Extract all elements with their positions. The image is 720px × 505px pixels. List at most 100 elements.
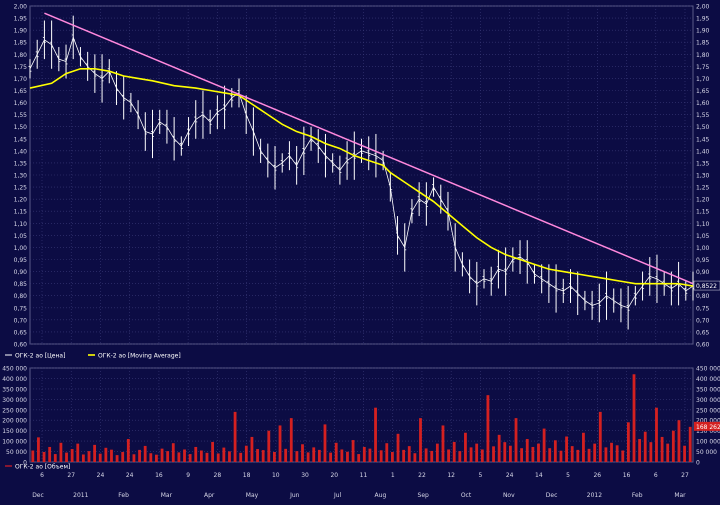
volume-bar — [261, 450, 265, 462]
axis-layer: 2,00 2,00 1,95 1,95 1,90 1,90 1,85 1,85 1,80 1,80… — [2, 4, 720, 499]
price-y-tick-label-left: 1,75 — [14, 64, 28, 71]
volume-bar — [688, 426, 692, 462]
volume-bar — [430, 450, 434, 462]
price-layer — [28, 15, 695, 330]
price-y-tick-label-right: 0,70 — [696, 317, 710, 324]
price-y-tick-label-right: 1,45 — [696, 136, 710, 143]
volume-bar — [171, 443, 175, 462]
volume-last-value-label: 168 262 — [696, 424, 720, 431]
volume-bar — [649, 442, 653, 462]
volume-bar — [216, 453, 220, 462]
price-y-tick-label-right: 0,65 — [696, 329, 710, 336]
volume-bar — [42, 451, 46, 462]
volume-y-tick-label-right: 150 000 — [696, 428, 720, 435]
volume-bar — [37, 437, 40, 462]
price-y-tick-label-left: 1,50 — [14, 124, 28, 131]
volume-bar — [295, 451, 299, 462]
volume-y-tick-label-left: 50 000 — [6, 449, 27, 456]
volume-y-tick-label-right: 350 000 — [696, 386, 720, 393]
volume-bar — [132, 454, 136, 462]
price-y-tick-label-right: 0,75 — [696, 305, 710, 312]
x-day-label: 5 — [478, 472, 482, 479]
price-y-tick-label-left: 0,65 — [14, 329, 28, 336]
volume-bar — [419, 418, 422, 462]
price-y-tick-label-left: 0,75 — [14, 305, 28, 312]
x-day-label: 28 — [214, 472, 222, 479]
volume-bar — [683, 445, 686, 462]
volume-bar — [194, 446, 198, 462]
price-y-tick-label-right: 1,90 — [696, 28, 710, 35]
price-y-tick-label-left: 1,80 — [14, 52, 28, 59]
x-month-label: Sep — [418, 492, 430, 499]
volume-bar — [671, 430, 675, 462]
price-y-tick-label-right: 1,85 — [696, 40, 710, 47]
volume-bar — [368, 448, 372, 462]
volume-bar — [655, 407, 658, 462]
trendline-layer — [44, 12, 694, 285]
trendline — [44, 12, 694, 285]
volume-y-tick-label-left: 250 000 — [2, 407, 27, 414]
x-month-label: May — [246, 492, 259, 499]
volume-bar — [138, 449, 141, 462]
x-day-label: 5 — [566, 472, 570, 479]
price-y-tick-label-right: 1,30 — [696, 173, 710, 180]
volume-bar — [604, 447, 608, 462]
volume-bar — [632, 374, 636, 462]
legend-price-label: ОГК-2 ао [Цена] — [15, 353, 65, 360]
volume-bar — [520, 448, 524, 462]
volume-bar — [379, 450, 383, 462]
volume-bar — [593, 443, 597, 462]
volume-bar — [677, 420, 681, 462]
x-day-label: 9 — [186, 472, 190, 479]
price-y-tick-label-left: 1,35 — [14, 160, 28, 167]
x-day-label: 24 — [506, 472, 514, 479]
volume-bar — [413, 453, 417, 462]
legend-layer: ОГК-2 ао [Цена] ОГК-2 ао [Moving Average]… — [5, 353, 181, 471]
x-day-label: 20 — [330, 472, 338, 479]
price-y-tick-label-right: 1,95 — [696, 16, 710, 23]
volume-bar — [402, 449, 406, 462]
volume-bar — [121, 451, 125, 462]
price-y-tick-label-left: 1,05 — [14, 233, 28, 240]
volume-bar — [93, 444, 97, 462]
x-month-label: Jun — [289, 492, 300, 499]
price-y-tick-label-right: 0,80 — [696, 293, 710, 300]
volume-bar — [301, 444, 304, 462]
x-day-label: 24 — [126, 472, 134, 479]
grid-layer — [29, 5, 694, 463]
x-day-label: 1 — [391, 472, 395, 479]
volume-bar — [626, 422, 630, 462]
price-y-tick-label-left: 0,70 — [14, 317, 28, 324]
volume-bar — [222, 447, 226, 462]
x-month-label: Dec — [546, 492, 558, 499]
price-y-tick-label-left: 1,10 — [14, 221, 28, 228]
price-y-tick-label-right: 1,05 — [696, 233, 710, 240]
price-y-tick-label-left: 1,45 — [14, 136, 28, 143]
price-y-tick-label-left: 0,85 — [14, 281, 28, 288]
volume-bar — [160, 448, 164, 462]
volume-bar — [565, 436, 568, 462]
price-y-tick-label-left: 1,40 — [14, 148, 28, 155]
volume-bar — [76, 443, 80, 462]
volume-bar — [548, 448, 552, 462]
price-last-value-box — [693, 280, 720, 291]
volume-bar — [531, 446, 535, 462]
volume-bar — [610, 442, 613, 462]
price-y-tick-label-right: 1,70 — [696, 76, 710, 83]
price-y-tick-label-right: 2,00 — [696, 4, 710, 11]
price-y-tick-label-right: 1,65 — [696, 88, 710, 95]
price-y-tick-label-left: 1,20 — [14, 197, 28, 204]
x-month-label: Aug — [375, 492, 387, 499]
volume-bar — [205, 452, 209, 462]
volume-bar — [110, 449, 113, 462]
volume-bar — [553, 440, 557, 462]
legend-ma-label: ОГК-2 ао [Moving Average] — [98, 353, 181, 360]
price-y-tick-label-left: 1,90 — [14, 28, 28, 35]
volume-y-tick-label-right: 50 000 — [696, 449, 717, 456]
volume-bar — [334, 442, 338, 462]
x-month-label: Jul — [333, 492, 342, 499]
price-y-tick-label-right: 0,90 — [696, 269, 710, 276]
price-y-tick-label-left: 0,60 — [14, 342, 28, 349]
price-y-tick-label-right: 1,00 — [696, 245, 710, 252]
